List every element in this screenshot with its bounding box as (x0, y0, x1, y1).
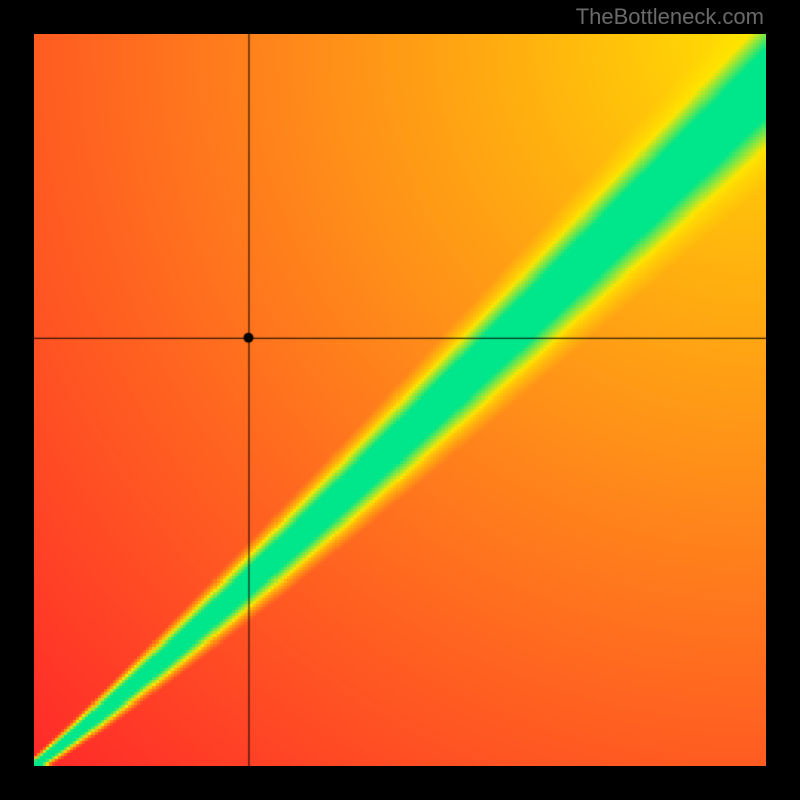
plot-area (34, 34, 766, 766)
heatmap-canvas (34, 34, 766, 766)
attribution-watermark: TheBottleneck.com (576, 4, 764, 30)
chart-container: TheBottleneck.com (0, 0, 800, 800)
